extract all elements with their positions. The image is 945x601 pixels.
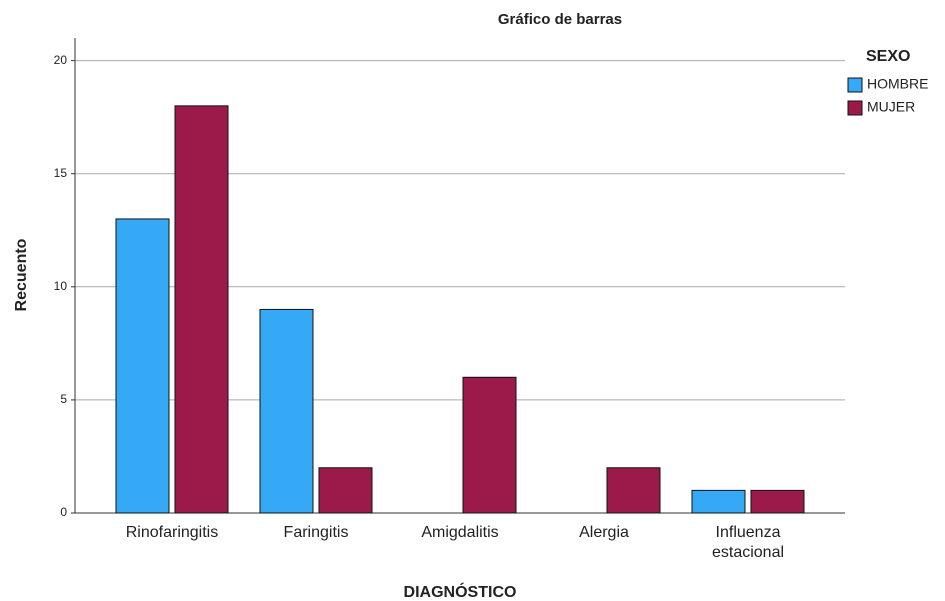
y-tick-label: 0 bbox=[60, 505, 67, 519]
bar bbox=[691, 489, 746, 514]
legend-label: HOMBRE bbox=[867, 76, 928, 92]
y-axis-label: Recuento bbox=[13, 238, 30, 311]
y-tick-label: 20 bbox=[54, 53, 68, 67]
bar bbox=[750, 489, 805, 514]
legend-swatch bbox=[847, 100, 863, 116]
legend-title: SEXO bbox=[866, 48, 910, 65]
bar bbox=[606, 467, 661, 514]
legend-label: MUJER bbox=[867, 99, 915, 115]
x-tick-label: Amigdalitis bbox=[421, 524, 498, 541]
bar bbox=[259, 308, 314, 514]
chart-title: Gráfico de barras bbox=[498, 11, 622, 28]
x-axis-label: DIAGNÓSTICO bbox=[404, 582, 517, 601]
bar bbox=[318, 467, 373, 514]
x-tick-label: Alergia bbox=[579, 524, 629, 541]
x-tick-label: Rinofaringitis bbox=[126, 524, 218, 541]
legend-swatch bbox=[847, 77, 863, 93]
y-tick-label: 5 bbox=[60, 392, 67, 406]
bar bbox=[462, 376, 517, 514]
x-tick-label: Influenza estacional bbox=[712, 524, 784, 561]
y-tick-label: 10 bbox=[54, 279, 68, 293]
x-tick-label: Faringitis bbox=[284, 524, 349, 541]
bar bbox=[174, 105, 229, 514]
y-tick-label: 15 bbox=[54, 166, 68, 180]
bar bbox=[115, 218, 170, 514]
